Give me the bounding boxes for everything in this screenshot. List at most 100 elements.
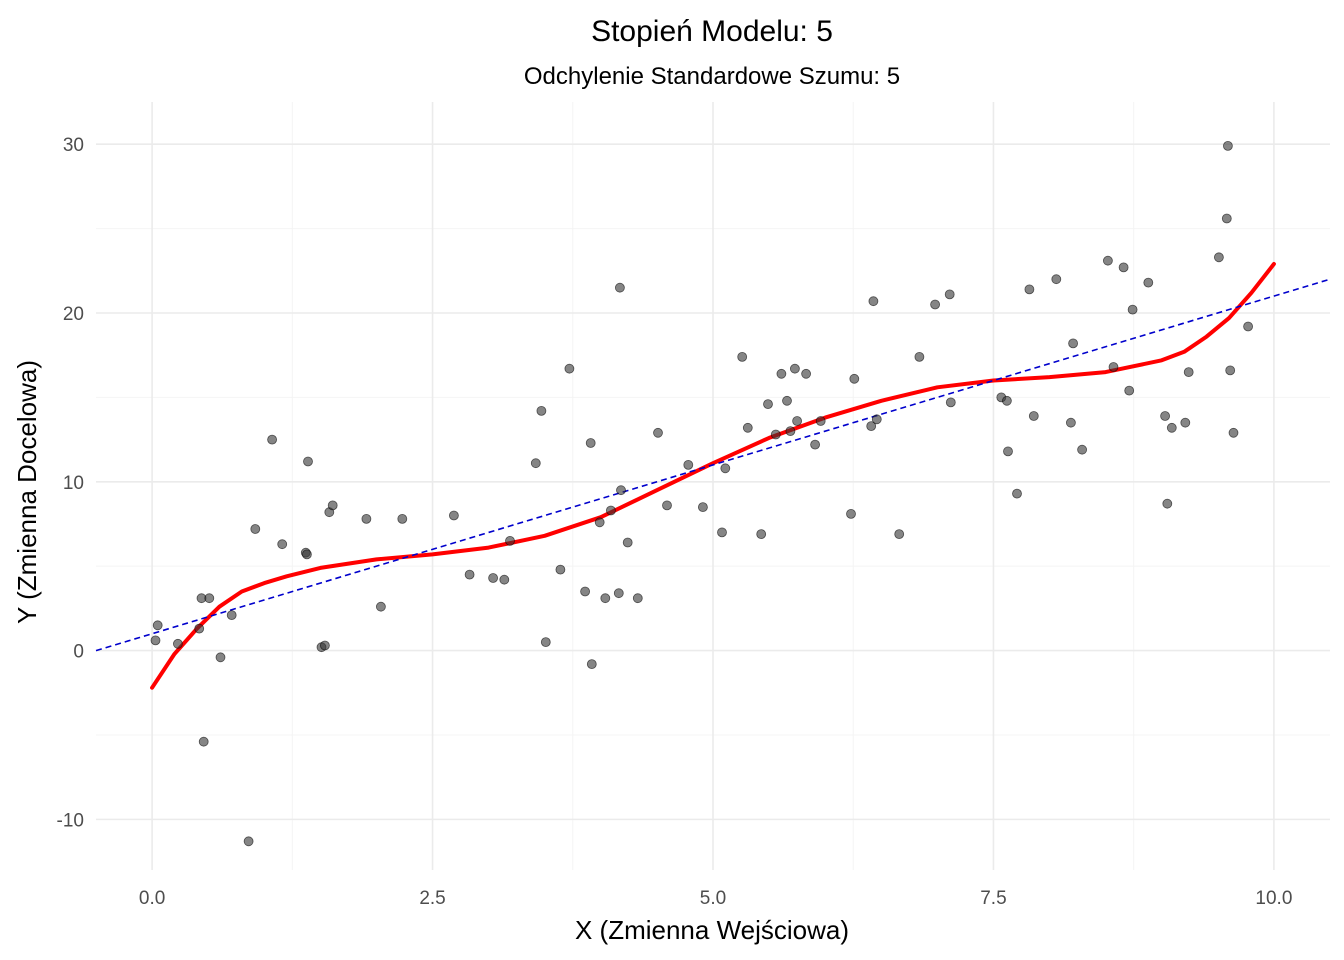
data-point xyxy=(944,289,955,300)
data-point xyxy=(267,434,278,445)
data-point xyxy=(866,421,877,432)
data-point xyxy=(277,539,288,550)
data-point xyxy=(1012,488,1022,499)
data-point xyxy=(1221,213,1232,224)
data-point xyxy=(914,351,925,362)
data-point xyxy=(1143,277,1154,288)
x-axis-title: X (Zmienna Wejściowa) xyxy=(575,915,849,945)
data-point xyxy=(172,638,183,649)
data-point xyxy=(564,363,575,374)
data-point xyxy=(653,427,663,438)
data-point xyxy=(243,836,254,847)
y-tick-label: -10 xyxy=(57,810,84,831)
data-point xyxy=(683,459,694,470)
data-point xyxy=(1118,262,1129,273)
x-tick-label: 0.0 xyxy=(139,888,165,909)
data-point xyxy=(464,569,475,580)
data-point xyxy=(615,282,625,293)
data-point xyxy=(1066,417,1076,428)
data-point xyxy=(871,414,882,425)
y-axis-ticks: -10 0 10 20 30 xyxy=(57,135,84,831)
data-point xyxy=(790,363,800,374)
data-point xyxy=(540,637,551,647)
data-point xyxy=(1223,140,1233,151)
data-points xyxy=(150,140,1253,847)
data-point xyxy=(250,524,261,534)
data-point xyxy=(894,529,905,539)
data-point xyxy=(1225,365,1236,376)
data-point xyxy=(632,593,643,604)
data-point xyxy=(586,659,597,669)
data-point xyxy=(770,429,781,440)
data-point xyxy=(505,536,515,546)
data-point xyxy=(846,509,856,519)
linear-fit-line xyxy=(95,278,1331,652)
data-point xyxy=(150,635,161,646)
data-point xyxy=(782,395,792,406)
data-point xyxy=(448,510,459,521)
data-point xyxy=(849,373,860,384)
data-point xyxy=(815,416,826,426)
data-point xyxy=(1214,252,1224,263)
data-point xyxy=(1108,362,1119,372)
data-point xyxy=(1243,321,1253,332)
polynomial-fit-line xyxy=(150,262,1276,690)
data-point xyxy=(600,593,611,604)
x-tick-label: 5.0 xyxy=(700,888,726,909)
data-point xyxy=(301,549,312,560)
y-tick-label: 30 xyxy=(63,135,84,156)
data-point xyxy=(375,601,386,612)
data-point xyxy=(1183,367,1194,378)
data-point xyxy=(536,405,547,416)
data-point xyxy=(662,500,672,511)
data-point xyxy=(763,399,773,410)
y-tick-label: 10 xyxy=(63,473,84,494)
data-point xyxy=(1162,498,1173,509)
data-point xyxy=(204,593,215,604)
data-point xyxy=(152,620,163,631)
data-point xyxy=(1160,411,1170,421)
data-point xyxy=(945,397,956,408)
data-point xyxy=(606,505,616,516)
x-axis-ticks: 0.0 2.5 5.0 7.5 10.0 xyxy=(139,888,1293,909)
chart-subtitle: Odchylenie Standardowe Szumu: 5 xyxy=(524,63,900,90)
data-point xyxy=(930,299,940,310)
data-point xyxy=(226,610,237,620)
y-axis-title: Y (Zmienna Docelowa) xyxy=(12,360,42,624)
data-point xyxy=(1166,422,1177,433)
data-point xyxy=(785,426,796,437)
data-point xyxy=(1028,411,1039,421)
data-point xyxy=(792,416,802,426)
data-point xyxy=(801,368,811,379)
data-point xyxy=(585,438,596,448)
data-point xyxy=(198,736,209,747)
data-point xyxy=(319,640,330,651)
x-tick-label: 10.0 xyxy=(1255,888,1292,909)
data-point xyxy=(1124,385,1135,396)
data-point xyxy=(742,422,753,433)
data-point xyxy=(1103,255,1113,266)
data-point xyxy=(1002,395,1012,406)
data-point xyxy=(327,500,338,511)
data-point xyxy=(616,485,626,496)
data-point xyxy=(1228,427,1239,438)
data-point xyxy=(303,456,313,467)
data-point xyxy=(776,368,787,379)
data-point xyxy=(555,564,566,575)
data-point xyxy=(361,514,372,524)
y-tick-label: 20 xyxy=(63,304,84,325)
data-point xyxy=(737,351,748,362)
data-point xyxy=(717,527,727,538)
data-point xyxy=(194,623,205,634)
x-tick-label: 2.5 xyxy=(419,888,445,909)
data-point xyxy=(1003,446,1013,457)
fit-lines xyxy=(95,262,1331,690)
data-point xyxy=(530,458,541,469)
x-tick-label: 7.5 xyxy=(980,888,1006,909)
data-point xyxy=(756,529,767,539)
data-point xyxy=(1051,274,1062,285)
data-point xyxy=(613,588,624,599)
grid xyxy=(96,102,1330,870)
data-point xyxy=(698,502,708,513)
